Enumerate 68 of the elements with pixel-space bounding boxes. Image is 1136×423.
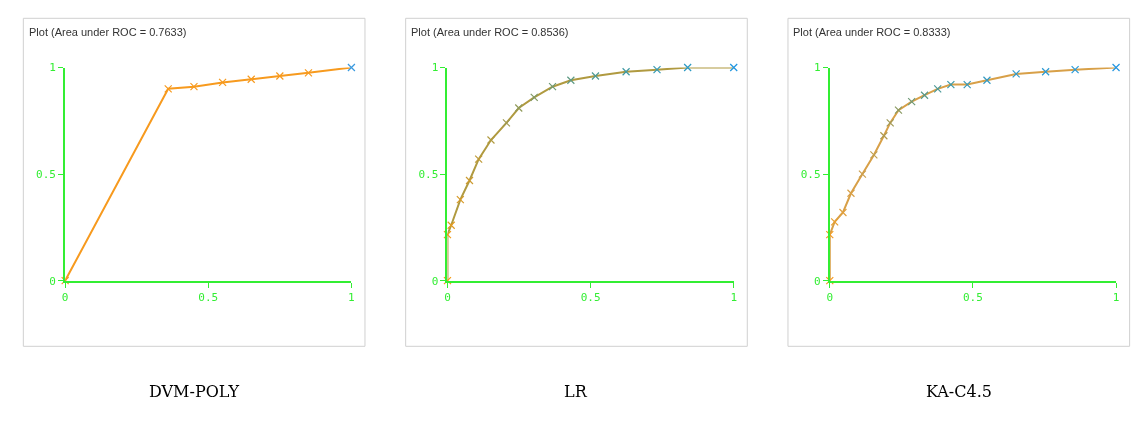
y-tick-label: 0 bbox=[431, 274, 439, 288]
chart-title: Plot (Area under ROC = 0.8333) bbox=[793, 26, 951, 38]
point bbox=[825, 230, 834, 239]
text: KA-C4.5 bbox=[926, 382, 992, 401]
point bbox=[502, 118, 511, 128]
point bbox=[514, 103, 523, 113]
point bbox=[189, 82, 199, 91]
x-tick-label: 0 bbox=[826, 290, 834, 304]
point bbox=[946, 80, 955, 89]
point bbox=[920, 91, 929, 100]
x-tick-label: 1 bbox=[730, 290, 738, 304]
y-tick-label: 1 bbox=[431, 61, 439, 75]
point bbox=[683, 63, 692, 72]
point bbox=[1071, 65, 1080, 74]
text: LR bbox=[564, 382, 588, 401]
point bbox=[894, 106, 903, 115]
point bbox=[858, 170, 867, 179]
point bbox=[164, 84, 173, 93]
point bbox=[486, 135, 496, 145]
point bbox=[275, 71, 284, 81]
chart-title: Plot (Area under ROC = 0.8536) bbox=[411, 26, 569, 38]
point bbox=[347, 63, 356, 72]
point bbox=[729, 63, 738, 72]
point bbox=[879, 131, 888, 140]
chart-title: Plot (Area under ROC = 0.7633) bbox=[29, 26, 187, 38]
point bbox=[933, 84, 942, 93]
x-tick-label: 1 bbox=[348, 290, 355, 304]
x-tick-label: 1 bbox=[1112, 290, 1120, 304]
point bbox=[591, 71, 600, 81]
point bbox=[474, 155, 483, 164]
point bbox=[869, 150, 878, 160]
point bbox=[443, 276, 452, 285]
y-tick-label: 1 bbox=[49, 61, 56, 75]
point bbox=[622, 67, 631, 76]
point bbox=[530, 93, 539, 102]
point bbox=[304, 68, 313, 77]
point bbox=[456, 195, 465, 204]
x-tick-label: 0.5 bbox=[962, 290, 983, 304]
point bbox=[447, 221, 456, 230]
x-tick-label: 0 bbox=[444, 290, 451, 304]
y-tick-label: 0.5 bbox=[418, 167, 439, 181]
text: DVM-POLY bbox=[149, 382, 240, 401]
point bbox=[982, 76, 992, 85]
point bbox=[548, 82, 557, 91]
point bbox=[465, 176, 474, 185]
y-tick-label: 1 bbox=[813, 61, 821, 75]
y-tick-label: 0.5 bbox=[800, 167, 821, 181]
point bbox=[566, 76, 575, 85]
point bbox=[1041, 67, 1050, 76]
point bbox=[443, 230, 452, 239]
point bbox=[886, 118, 895, 128]
y-tick-label: 0 bbox=[49, 274, 56, 288]
point bbox=[247, 75, 256, 84]
point bbox=[846, 189, 856, 198]
point bbox=[652, 65, 662, 74]
point bbox=[907, 97, 916, 106]
point bbox=[218, 78, 227, 87]
point bbox=[61, 276, 70, 285]
x-tick-label: 0.5 bbox=[198, 290, 219, 304]
y-tick-label: 0.5 bbox=[36, 167, 56, 181]
point bbox=[838, 208, 848, 217]
y-tick-label: 0 bbox=[813, 274, 821, 288]
point bbox=[830, 217, 839, 226]
point bbox=[963, 80, 972, 89]
point bbox=[1111, 63, 1121, 72]
x-tick-label: 0.5 bbox=[580, 290, 601, 304]
point bbox=[1012, 69, 1021, 78]
x-tick-label: 0 bbox=[61, 290, 69, 304]
